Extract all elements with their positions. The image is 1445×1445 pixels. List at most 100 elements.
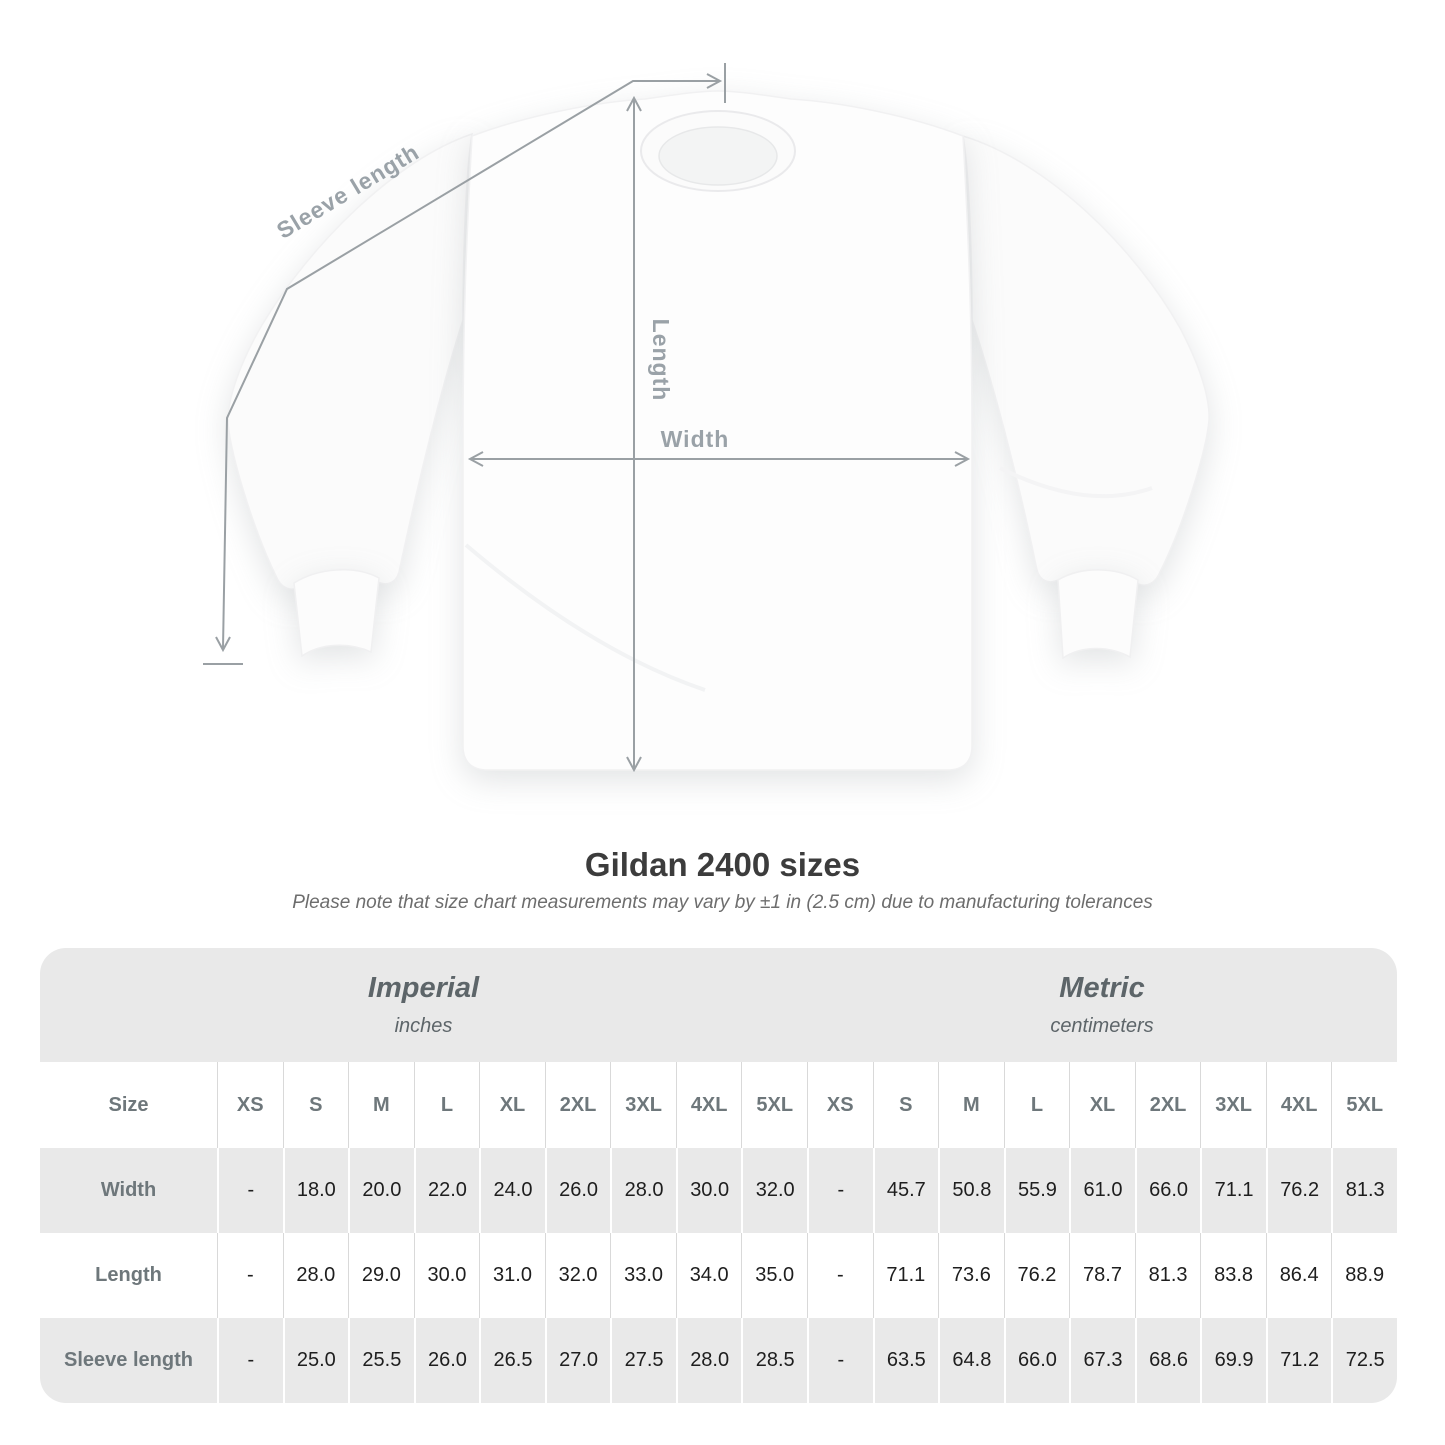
metric-group-header: Metric centimeters [807,948,1397,1062]
measurement-cell: 78.7 [1069,1233,1135,1318]
measurement-cell: 20.0 [348,1148,414,1233]
size-column-header: 4XL [1265,1062,1332,1148]
size-column-header: 2XL [1134,1062,1201,1148]
size-column-header: L [413,1062,480,1148]
measurement-cell: - [807,1233,873,1318]
measurement-cell: 22.0 [413,1148,480,1233]
measurement-cell: 76.2 [1003,1233,1070,1318]
shirt-fold-crease [999,466,1153,499]
size-column-header: M [938,1062,1004,1148]
size-column-header: XS [807,1062,873,1148]
measurement-cell: 67.3 [1069,1318,1135,1403]
measurement-cell: 32.0 [741,1148,807,1233]
measurement-cell: 28.5 [741,1318,807,1403]
size-column-header: 5XL [741,1062,807,1148]
size-column-header: XL [479,1062,545,1148]
measurement-cell: 66.0 [1134,1148,1201,1233]
page-title: Gildan 2400 sizes [584,846,861,883]
measurement-cell: 25.5 [348,1318,414,1403]
measurement-cell: 76.2 [1265,1148,1332,1233]
measurement-cell: 71.1 [872,1233,939,1318]
measurement-cell: 31.0 [479,1233,545,1318]
measurement-cell: 26.5 [479,1318,545,1403]
size-corner-header: Size [40,1062,217,1148]
title-block: Gildan 2400 sizes Please note that size … [0,846,1445,914]
page-subtitle: Please note that size chart measurements… [292,892,1153,913]
measurement-cell: 68.6 [1134,1318,1201,1403]
length-arrowhead-up [626,95,642,112]
size-column-header: 2XL [544,1062,611,1148]
shirt-right-cuff [1057,569,1139,660]
shirt-measurement-diagram: Sleeve length Length Width [203,63,1210,773]
shirt-fold-crease [464,543,706,692]
size-column-header: 3XL [1200,1062,1266,1148]
measurement-cell: 24.0 [479,1148,545,1233]
width-arrowhead-right [954,451,971,467]
measurement-cell: 88.9 [1331,1233,1397,1318]
measurement-cell: 55.9 [1003,1148,1070,1233]
measurement-cell: 63.5 [872,1318,939,1403]
length-label: Length [648,319,674,402]
measurement-cell: - [807,1318,873,1403]
measurement-row-label: Length [40,1233,217,1318]
measurement-cell: 71.1 [1200,1148,1266,1233]
shirt-left-cuff [293,569,380,658]
measurement-cell: - [217,1318,283,1403]
shirt-right-sleeve [962,134,1210,586]
metric-group-unit: centimeters [1050,1015,1154,1037]
measurement-cell: - [807,1148,873,1233]
imperial-group-header: Imperial inches [40,948,807,1062]
measurement-cell: 86.4 [1265,1233,1332,1318]
measurement-cell: 71.2 [1265,1318,1332,1403]
size-column-header: S [872,1062,939,1148]
measurement-cell: 81.3 [1134,1233,1201,1318]
shirt-body [462,90,973,771]
size-table-grid: Imperial inches Metric centimeters Size X… [40,948,1397,1403]
measurement-cell: 73.6 [938,1233,1004,1318]
measurement-cell: 28.0 [675,1318,742,1403]
measurement-cell: 83.8 [1200,1233,1266,1318]
size-column-header: 5XL [1331,1062,1397,1148]
sleeve-length-arrowhead-right [706,73,723,89]
length-arrowhead-down [626,756,642,773]
sleeve-length-arrow [222,80,719,649]
measurement-cell: 64.8 [938,1318,1004,1403]
measurement-cell: 35.0 [741,1233,807,1318]
size-column-header: S [282,1062,349,1148]
shirt-collar-inner [658,126,778,186]
measurement-cell: 30.0 [675,1148,742,1233]
measurement-cell: 81.3 [1331,1148,1397,1233]
measurement-cell: 45.7 [872,1148,939,1233]
measurement-lines [203,63,971,773]
size-column-header: XS [217,1062,283,1148]
measurement-cell: 26.0 [544,1148,611,1233]
size-column-header: XL [1069,1062,1135,1148]
measurement-cell: - [217,1233,283,1318]
size-column-header: L [1003,1062,1070,1148]
measurement-cell: 66.0 [1003,1318,1070,1403]
size-column-header: 3XL [610,1062,676,1148]
measurement-cell: 32.0 [544,1233,611,1318]
measurement-cell: 28.0 [610,1148,676,1233]
measurement-row-label: Width [40,1148,217,1233]
measurement-cell: 34.0 [675,1233,742,1318]
measurement-cell: 25.0 [282,1318,349,1403]
measurement-cell: 27.0 [544,1318,611,1403]
sleeve-length-arrowhead-down [215,636,231,653]
size-column-header: M [348,1062,414,1148]
measurement-cell: 33.0 [610,1233,676,1318]
measurement-cell: - [217,1148,283,1233]
imperial-group-unit: inches [394,1015,453,1037]
measurement-cell: 26.0 [413,1318,480,1403]
measurement-cell: 69.9 [1200,1318,1266,1403]
measurement-row-label: Sleeve length [40,1318,217,1403]
measurement-cell: 28.0 [282,1233,349,1318]
measurement-cell: 72.5 [1331,1318,1397,1403]
metric-group-label: Metric [1059,972,1145,1004]
size-column-header: 4XL [675,1062,742,1148]
width-label: Width [661,426,730,452]
measurement-cell: 18.0 [282,1148,349,1233]
shirt-image [227,90,1210,771]
measurement-cell: 27.5 [610,1318,676,1403]
